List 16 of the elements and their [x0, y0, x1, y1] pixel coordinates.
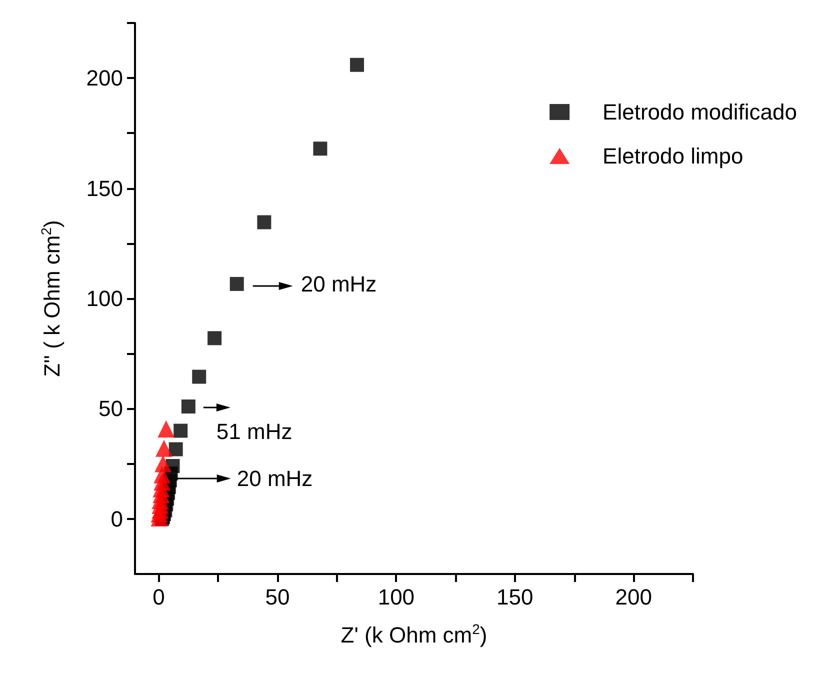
- annotation: 51 mHz: [216, 418, 292, 444]
- x-tick-label: 100: [378, 584, 415, 610]
- y-tick-label: 50: [98, 396, 123, 422]
- legend-label: Eletrodo limpo: [602, 144, 744, 168]
- x-tick-label: 0: [152, 584, 165, 610]
- y-tick-label: 100: [86, 286, 123, 311]
- annotation: 20 mHz: [236, 466, 313, 491]
- y-tick-label: 200: [86, 66, 123, 91]
- x-tick-label: 200: [615, 584, 652, 610]
- y-tick-label: 150: [86, 176, 123, 201]
- annotation: 20 mHz: [300, 271, 377, 296]
- y-tick-label: 0: [110, 506, 123, 532]
- legend-label: Eletrodo modificado: [602, 100, 798, 124]
- x-tick-label: 50: [265, 584, 290, 610]
- x-tick-label: 150: [496, 584, 534, 610]
- y-axis-title: Z'' ( k Ohm cm2): [38, 220, 64, 377]
